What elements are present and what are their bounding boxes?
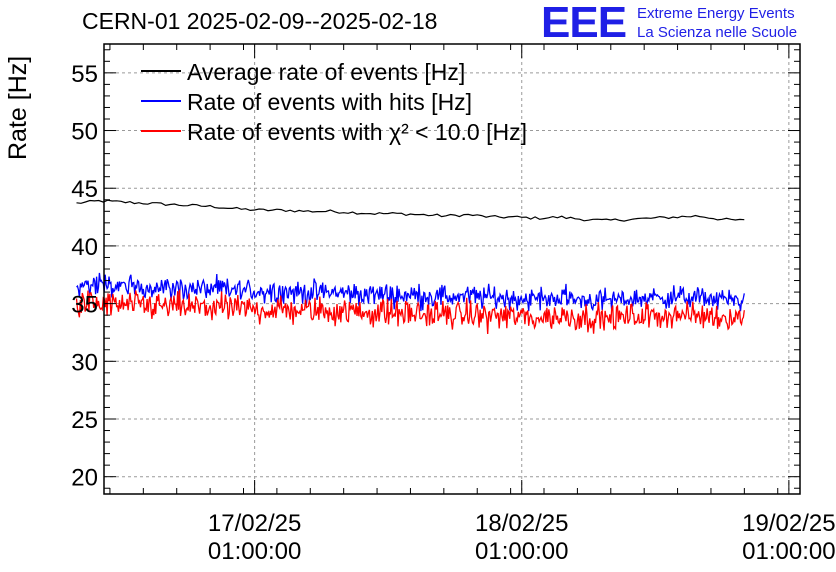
plot-frame bbox=[103, 43, 801, 495]
y-tick-label: 50 bbox=[71, 119, 98, 146]
legend-entry-hits-label: Rate of events with hits [Hz] bbox=[187, 89, 472, 115]
series-line-average bbox=[76, 199, 745, 222]
axis-layer: 202530354045505517/02/2501:00:0018/02/25… bbox=[71, 43, 836, 565]
legend: Average rate of events [Hz] Rate of event… bbox=[141, 59, 527, 145]
x-tick-label-time: 01:00:00 bbox=[475, 538, 568, 565]
x-tick-label-time: 01:00:00 bbox=[208, 538, 301, 565]
y-tick-label: 45 bbox=[71, 176, 98, 203]
series-layer bbox=[75, 199, 745, 335]
legend-entry-average-label: Average rate of events [Hz] bbox=[187, 59, 465, 85]
y-tick-label: 20 bbox=[71, 465, 98, 492]
y-tick-label: 55 bbox=[71, 61, 98, 88]
series-line-hits bbox=[76, 272, 745, 312]
eee-logo-text: Extreme Energy Events La Scienza nelle S… bbox=[637, 4, 797, 42]
y-tick-label: 25 bbox=[71, 407, 98, 434]
chart-title: CERN-01 2025-02-09--2025-02-18 bbox=[82, 8, 438, 34]
legend-entry-chi2-label: Rate of events with χ² < 10.0 [Hz] bbox=[187, 119, 527, 145]
series-line-chi2 bbox=[75, 289, 745, 335]
logo-line-1: Extreme Energy Events bbox=[637, 5, 795, 22]
y-tick-label: 35 bbox=[71, 292, 98, 319]
x-tick-label-date: 19/02/25 bbox=[742, 510, 835, 537]
x-tick-label-date: 18/02/25 bbox=[475, 510, 568, 537]
y-tick-label: 30 bbox=[71, 349, 98, 376]
x-tick-label-date: 17/02/25 bbox=[208, 510, 301, 537]
x-tick-label-time: 01:00:00 bbox=[742, 538, 835, 565]
y-tick-label: 40 bbox=[71, 234, 98, 261]
logo-line-2: La Scienza nelle Scuole bbox=[637, 24, 798, 41]
eee-logo-mark: EEE bbox=[541, 0, 627, 47]
